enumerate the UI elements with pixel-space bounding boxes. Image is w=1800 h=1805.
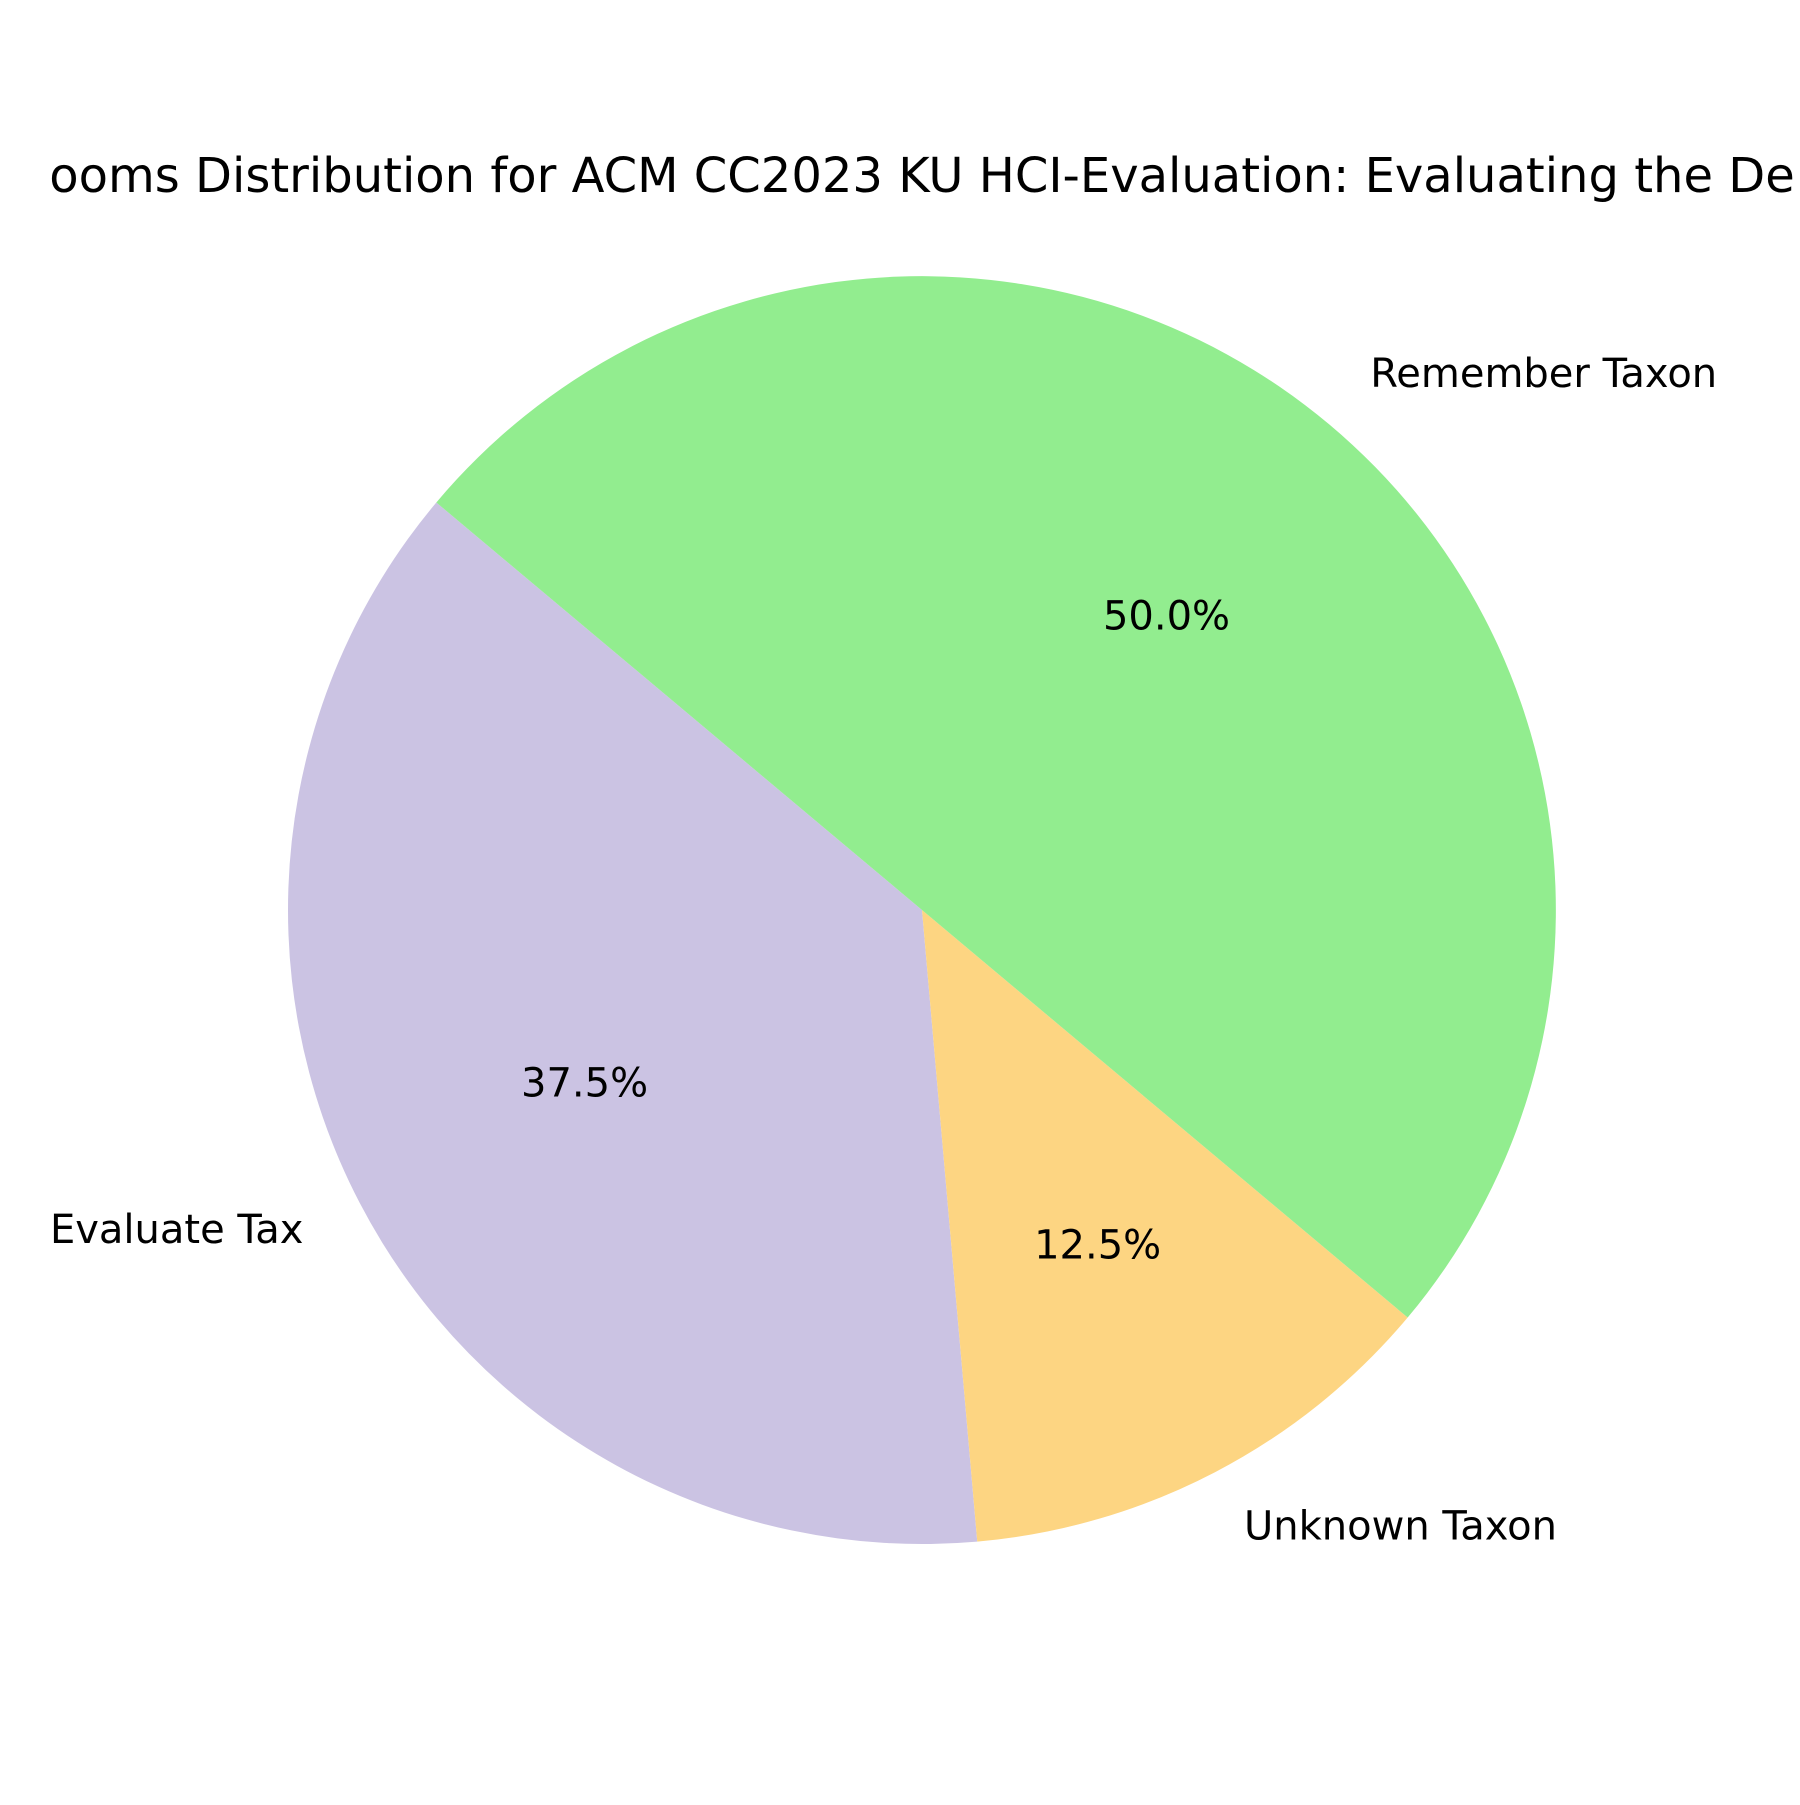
slice-label-unknown-taxon: Unknown Taxon xyxy=(1244,1504,1557,1550)
slice-percent-unknown-taxon: 12.5% xyxy=(1034,1222,1161,1268)
slice-percent-evaluate-taxon: 37.5% xyxy=(521,1061,648,1107)
pie-slice-unknown-taxon xyxy=(922,910,1408,1542)
chart-title: ooms Distribution for ACM CC2023 KU HCI-… xyxy=(49,148,1794,204)
pie-slice-remember-taxon xyxy=(436,276,1556,1318)
slice-label-evaluate-taxon: Evaluate Tax xyxy=(50,1207,303,1253)
pie-slice-evaluate-taxon xyxy=(287,502,978,1544)
slice-percent-remember-taxon: 50.0% xyxy=(1103,594,1230,640)
slice-label-remember-taxon: Remember Taxon xyxy=(1370,351,1717,397)
pie-slices xyxy=(287,276,1556,1544)
pie-labels: Evaluate Tax 37.5% Unknown Taxon 12.5% Remem… xyxy=(50,351,1717,1550)
